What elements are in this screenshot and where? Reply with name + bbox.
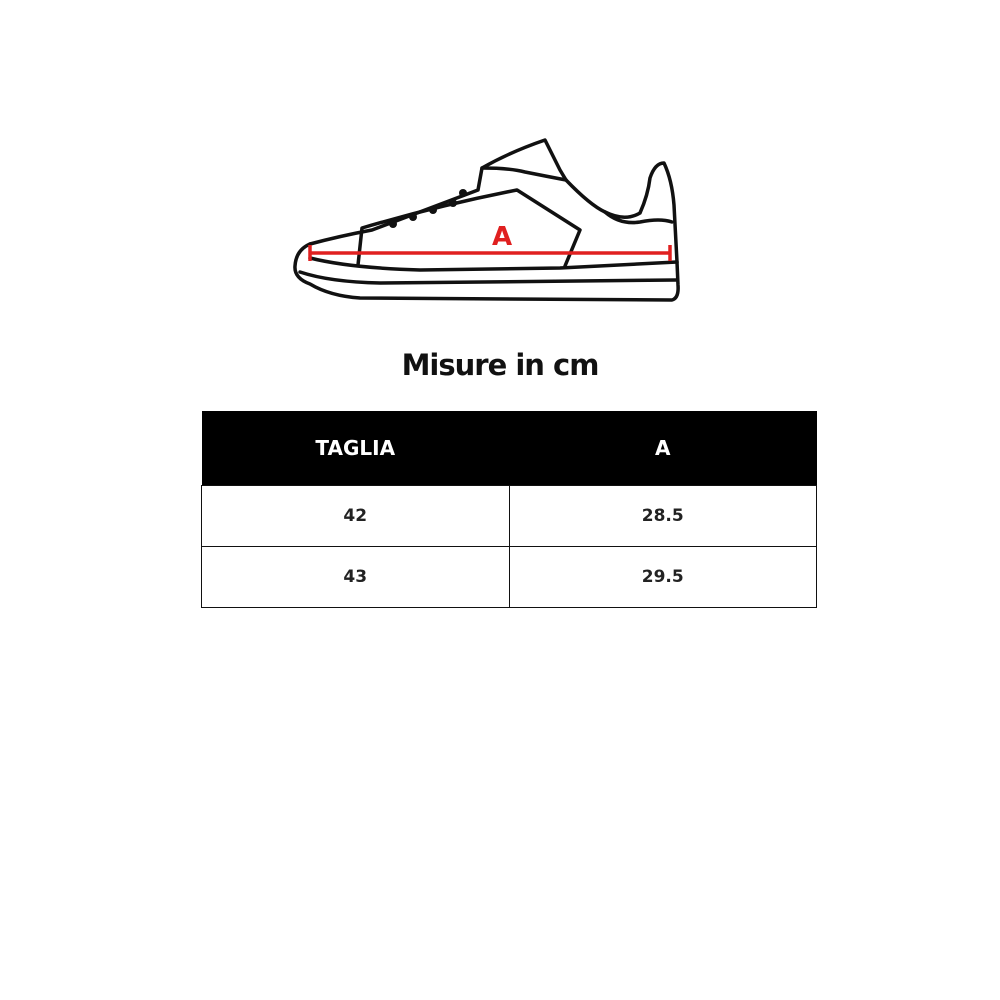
shoe-eyestay	[356, 188, 582, 268]
measure-label-a: A	[492, 222, 512, 252]
shoe-sole-line	[298, 270, 678, 285]
header-taglia: TAGLIA	[201, 411, 509, 486]
header-a: A	[509, 411, 817, 486]
lace-holes	[389, 189, 467, 228]
size-table: TAGLIA A 42 28.5 43 29.5	[201, 411, 817, 608]
shoe-sole	[293, 242, 680, 302]
shoe-diagram: A	[293, 138, 680, 302]
page-title: Misure in cm	[401, 348, 600, 382]
table-header-row: TAGLIA A	[201, 411, 817, 486]
table-row: 43 29.5	[201, 546, 817, 608]
table-row: 42 28.5	[201, 485, 817, 547]
shoe-heel-tab	[603, 210, 674, 225]
cell-length: 29.5	[508, 546, 817, 608]
measure-line-a	[308, 245, 672, 261]
cell-length: 28.5	[508, 485, 817, 547]
cell-size: 42	[201, 485, 510, 547]
shoe-tongue	[480, 166, 568, 182]
cell-size: 43	[201, 546, 510, 608]
